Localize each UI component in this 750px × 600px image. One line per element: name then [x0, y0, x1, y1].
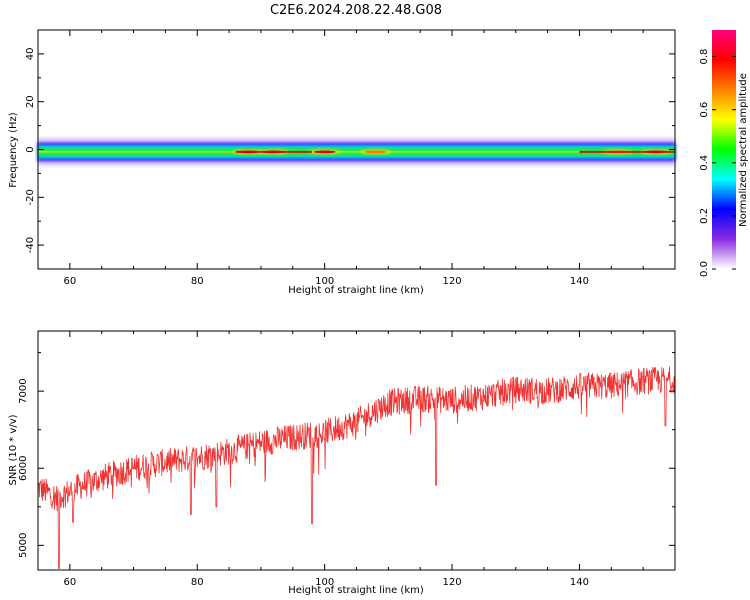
spectral-band [38, 137, 675, 167]
spectrogram-panel: 60 80 100 120 140 -40 -20 0 20 40 Height of strai… [8, 29, 676, 296]
snr-ticks: 60 80 100 120 140 5000 6000 7000 [18, 331, 676, 588]
spectral-streak [579, 150, 675, 153]
spectrogram-ytick-label: -40 [25, 237, 36, 253]
snr-xtick-label: 100 [315, 577, 334, 588]
spectrogram-xtick-label: 80 [191, 276, 204, 287]
spectrogram-ytick-label: -20 [25, 189, 36, 205]
colorbar: 0.0 0.2 0.4 0.6 0.8 Normalized spectral ampl… [699, 30, 749, 277]
spectrogram-xlabel: Height of straight line (km) [288, 285, 424, 296]
colorbar-tick-label: 0.8 [699, 49, 710, 65]
snr-ytick-label: 7000 [18, 378, 29, 403]
spectrogram-ytick-label: 40 [25, 48, 36, 61]
colorbar-ticks: 0.0 0.2 0.4 0.6 0.8 [699, 49, 736, 277]
snr-ylabel: SNR (10 * v/v) [8, 414, 19, 485]
colorbar-tick-label: 0.4 [699, 155, 710, 171]
spectrogram-xtick-label: 100 [315, 276, 334, 287]
colorbar-tick-label: 0.6 [699, 102, 710, 118]
snr-series-line [38, 366, 675, 569]
spectral-streak [235, 150, 312, 153]
spectral-hotspot [313, 150, 336, 154]
snr-panel: 60 80 100 120 140 5000 6000 7000 Height of stra… [8, 330, 676, 596]
snr-ytick-label: 5000 [18, 533, 29, 558]
spectrogram-ytick-label: 0 [25, 146, 36, 152]
snr-xlabel: Height of straight line (km) [288, 585, 424, 596]
colorbar-tick-label: 0.2 [699, 208, 710, 224]
snr-ytick-label: 6000 [18, 456, 29, 481]
spectrogram-xtick-label: 120 [443, 276, 462, 287]
snr-xtick-label: 140 [570, 577, 589, 588]
snr-xtick-label: 120 [443, 577, 462, 588]
colorbar-gradient [712, 30, 736, 269]
colorbar-label: Normalized spectral amplitude [738, 73, 749, 227]
snr-plot-area [38, 331, 675, 570]
spectral-hotspot [364, 150, 387, 154]
spectrogram-ytick-label: 20 [25, 95, 36, 108]
colorbar-tick-label: 0.0 [699, 261, 710, 277]
spectrogram-ticks: 60 80 100 120 140 -40 -20 0 20 40 [25, 29, 676, 287]
spectrogram-xtick-label: 140 [570, 276, 589, 287]
snr-xtick-label: 80 [191, 577, 204, 588]
figure-title: C2E6.2024.208.22.48.G08 [270, 3, 442, 18]
spectrogram-xtick-label: 60 [63, 276, 76, 287]
spectrogram-ylabel: Frequency (Hz) [8, 112, 19, 188]
snr-xtick-label: 60 [63, 577, 76, 588]
